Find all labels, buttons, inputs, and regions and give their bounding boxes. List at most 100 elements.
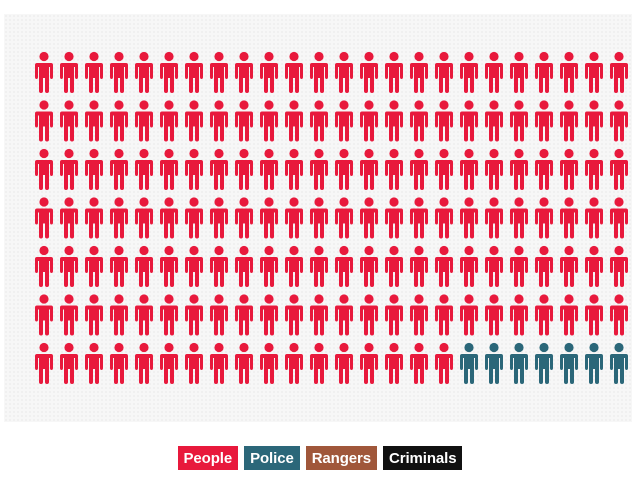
- person-icon-people: [485, 100, 503, 142]
- person-icon-people: [335, 51, 353, 93]
- person-icon-people: [110, 100, 128, 142]
- person-icon-people: [160, 100, 178, 142]
- person-icon-people: [160, 148, 178, 190]
- person-icon-people: [110, 245, 128, 287]
- person-icon-people: [310, 342, 328, 384]
- person-icon-people: [535, 245, 553, 287]
- person-icon-people: [310, 197, 328, 239]
- person-icon-people: [285, 197, 303, 239]
- person-icon-people: [385, 294, 403, 336]
- person-icon-people: [260, 342, 278, 384]
- person-icon-police: [610, 342, 628, 384]
- person-icon-police: [510, 342, 528, 384]
- person-icon-people: [435, 197, 453, 239]
- person-icon-people: [210, 294, 228, 336]
- person-icon-people: [610, 100, 628, 142]
- person-icon-people: [510, 294, 528, 336]
- person-icon-people: [235, 342, 253, 384]
- person-icon-people: [110, 51, 128, 93]
- person-icon-people: [310, 100, 328, 142]
- person-icon-people: [560, 148, 578, 190]
- person-icon-people: [360, 100, 378, 142]
- person-icon-people: [285, 100, 303, 142]
- person-icon-people: [85, 197, 103, 239]
- person-icon-people: [210, 148, 228, 190]
- person-icon-people: [60, 245, 78, 287]
- person-icon-people: [410, 148, 428, 190]
- person-icon-people: [285, 342, 303, 384]
- person-icon-people: [535, 148, 553, 190]
- person-icon-people: [160, 294, 178, 336]
- person-icon-people: [585, 148, 603, 190]
- person-icon-people: [360, 294, 378, 336]
- person-icon-people: [85, 100, 103, 142]
- person-icon-people: [460, 148, 478, 190]
- person-icon-people: [360, 245, 378, 287]
- person-icon-people: [335, 342, 353, 384]
- person-icon-people: [535, 51, 553, 93]
- pictogram-plot: [35, 51, 628, 384]
- person-icon-people: [560, 100, 578, 142]
- person-icon-people: [410, 245, 428, 287]
- person-icon-people: [110, 294, 128, 336]
- person-icon-people: [335, 148, 353, 190]
- person-icon-people: [110, 342, 128, 384]
- person-icon-people: [285, 245, 303, 287]
- person-icon-people: [410, 294, 428, 336]
- person-icon-people: [285, 51, 303, 93]
- person-icon-people: [310, 148, 328, 190]
- person-icon-people: [185, 100, 203, 142]
- person-icon-people: [485, 197, 503, 239]
- person-icon-people: [485, 148, 503, 190]
- person-icon-people: [185, 342, 203, 384]
- person-icon-people: [510, 245, 528, 287]
- person-icon-people: [35, 197, 53, 239]
- legend-item-rangers: Rangers: [305, 446, 378, 470]
- person-icon-people: [60, 294, 78, 336]
- person-icon-people: [210, 342, 228, 384]
- person-icon-people: [260, 294, 278, 336]
- person-icon-people: [385, 100, 403, 142]
- person-icon-people: [235, 100, 253, 142]
- person-icon-people: [610, 197, 628, 239]
- person-icon-people: [185, 51, 203, 93]
- person-icon-people: [135, 51, 153, 93]
- person-icon-people: [60, 51, 78, 93]
- person-icon-people: [535, 100, 553, 142]
- person-icon-people: [85, 342, 103, 384]
- person-icon-people: [385, 148, 403, 190]
- person-icon-people: [560, 245, 578, 287]
- person-icon-people: [85, 245, 103, 287]
- person-icon-people: [185, 294, 203, 336]
- person-icon-people: [160, 197, 178, 239]
- person-icon-people: [235, 51, 253, 93]
- person-icon-people: [160, 342, 178, 384]
- person-icon-people: [185, 197, 203, 239]
- person-icon-people: [410, 342, 428, 384]
- person-icon-people: [235, 245, 253, 287]
- legend: People Police Rangers Criminals: [0, 445, 640, 471]
- person-icon-people: [585, 51, 603, 93]
- legend-item-police: Police: [244, 446, 300, 470]
- person-icon-people: [210, 51, 228, 93]
- person-icon-people: [585, 245, 603, 287]
- person-icon-people: [485, 245, 503, 287]
- person-icon-people: [460, 100, 478, 142]
- person-icon-people: [135, 197, 153, 239]
- person-icon-police: [485, 342, 503, 384]
- person-icon-people: [135, 148, 153, 190]
- person-icon-people: [85, 294, 103, 336]
- person-icon-people: [410, 51, 428, 93]
- person-icon-people: [310, 294, 328, 336]
- legend-item-criminals: Criminals: [383, 446, 463, 470]
- person-icon-people: [435, 342, 453, 384]
- person-icon-people: [510, 148, 528, 190]
- person-icon-people: [410, 197, 428, 239]
- person-icon-people: [610, 294, 628, 336]
- person-icon-people: [560, 51, 578, 93]
- person-icon-people: [360, 342, 378, 384]
- person-icon-people: [435, 100, 453, 142]
- person-icon-people: [335, 197, 353, 239]
- person-icon-people: [210, 100, 228, 142]
